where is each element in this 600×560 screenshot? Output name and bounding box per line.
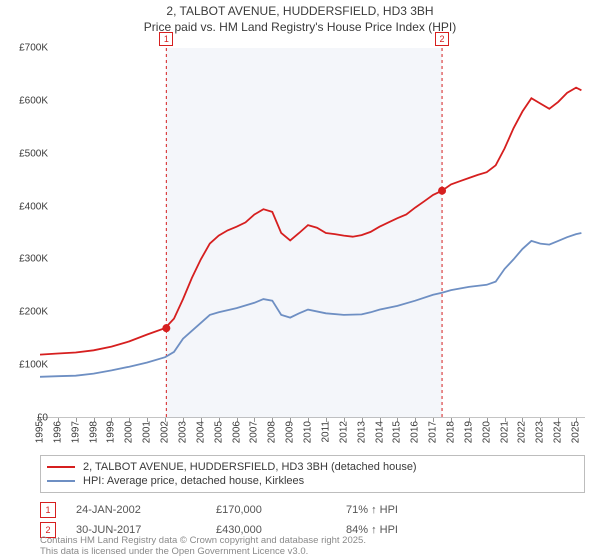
x-axis-tick-label: 2022: [517, 421, 528, 443]
x-axis-tick-label: 2010: [303, 421, 314, 443]
y-axis-tick-label: £300K: [19, 254, 48, 265]
x-axis-tick-label: 2014: [374, 421, 385, 443]
sale-marker-2: 2: [435, 32, 449, 46]
chart-svg: [40, 48, 585, 418]
legend-item: 2, TALBOT AVENUE, HUDDERSFIELD, HD3 3BH …: [47, 460, 578, 474]
sale-marker-box: 1: [40, 502, 56, 518]
x-axis-tick-label: 2021: [499, 421, 510, 443]
x-axis-tick-label: 2004: [195, 421, 206, 443]
chart-title-line2: Price paid vs. HM Land Registry's House …: [0, 20, 600, 34]
sale-vs-hpi: 71% ↑ HPI: [346, 504, 398, 516]
legend-item: HPI: Average price, detached house, Kirk…: [47, 474, 578, 488]
legend-swatch: [47, 466, 75, 468]
legend-box: 2, TALBOT AVENUE, HUDDERSFIELD, HD3 3BH …: [40, 455, 585, 493]
x-axis-tick-label: 2006: [231, 421, 242, 443]
x-axis-tick-label: 2015: [392, 421, 403, 443]
attribution-text: Contains HM Land Registry data © Crown c…: [40, 536, 366, 558]
x-axis-tick-label: 2020: [481, 421, 492, 443]
x-axis-tick-label: 2000: [124, 421, 135, 443]
x-axis-tick-label: 2016: [410, 421, 421, 443]
sale-row: 1 24-JAN-2002£170,00071% ↑ HPI: [40, 500, 585, 520]
x-axis-tick-label: 2009: [285, 421, 296, 443]
x-axis-tick-label: 1995: [35, 421, 46, 443]
y-axis-tick-label: £400K: [19, 201, 48, 212]
sale-marker-1: 1: [159, 32, 173, 46]
x-axis-tick-label: 2018: [445, 421, 456, 443]
legend-label: 2, TALBOT AVENUE, HUDDERSFIELD, HD3 3BH …: [83, 461, 417, 473]
x-axis-tick-label: 2007: [249, 421, 260, 443]
x-axis-tick-label: 2023: [535, 421, 546, 443]
y-axis-tick-label: £200K: [19, 307, 48, 318]
x-axis-tick-label: 2003: [177, 421, 188, 443]
x-axis-tick-label: 2013: [356, 421, 367, 443]
x-axis-tick-label: 2005: [213, 421, 224, 443]
x-axis-tick-label: 1999: [106, 421, 117, 443]
sale-date: 24-JAN-2002: [76, 504, 216, 516]
x-axis-tick-label: 1998: [88, 421, 99, 443]
sale-price: £170,000: [216, 504, 346, 516]
x-axis-tick-label: 2012: [338, 421, 349, 443]
x-axis-tick-label: 1997: [70, 421, 81, 443]
y-axis-tick-label: £500K: [19, 148, 48, 159]
chart-plot-area: [40, 48, 585, 418]
x-axis-tick-label: 2017: [428, 421, 439, 443]
sales-table: 124-JAN-2002£170,00071% ↑ HPI230-JUN-201…: [40, 500, 585, 540]
y-axis-tick-label: £100K: [19, 360, 48, 371]
x-axis-tick-label: 2024: [553, 421, 564, 443]
y-axis-tick-label: £700K: [19, 43, 48, 54]
y-axis-tick-label: £600K: [19, 95, 48, 106]
legend-swatch: [47, 480, 75, 482]
x-axis-tick-label: 2002: [160, 421, 171, 443]
x-axis-tick-label: 2025: [571, 421, 582, 443]
x-axis-tick-label: 2008: [267, 421, 278, 443]
series-price_paid: [40, 88, 581, 355]
attribution-line2: This data is licensed under the Open Gov…: [40, 547, 366, 558]
x-axis-tick-label: 2001: [142, 421, 153, 443]
series-hpi: [40, 233, 581, 377]
x-axis-tick-label: 2019: [463, 421, 474, 443]
chart-title-line1: 2, TALBOT AVENUE, HUDDERSFIELD, HD3 3BH: [0, 0, 600, 20]
legend-label: HPI: Average price, detached house, Kirk…: [83, 475, 304, 487]
x-axis-tick-label: 2011: [320, 421, 331, 443]
x-axis-tick-label: 1996: [52, 421, 63, 443]
